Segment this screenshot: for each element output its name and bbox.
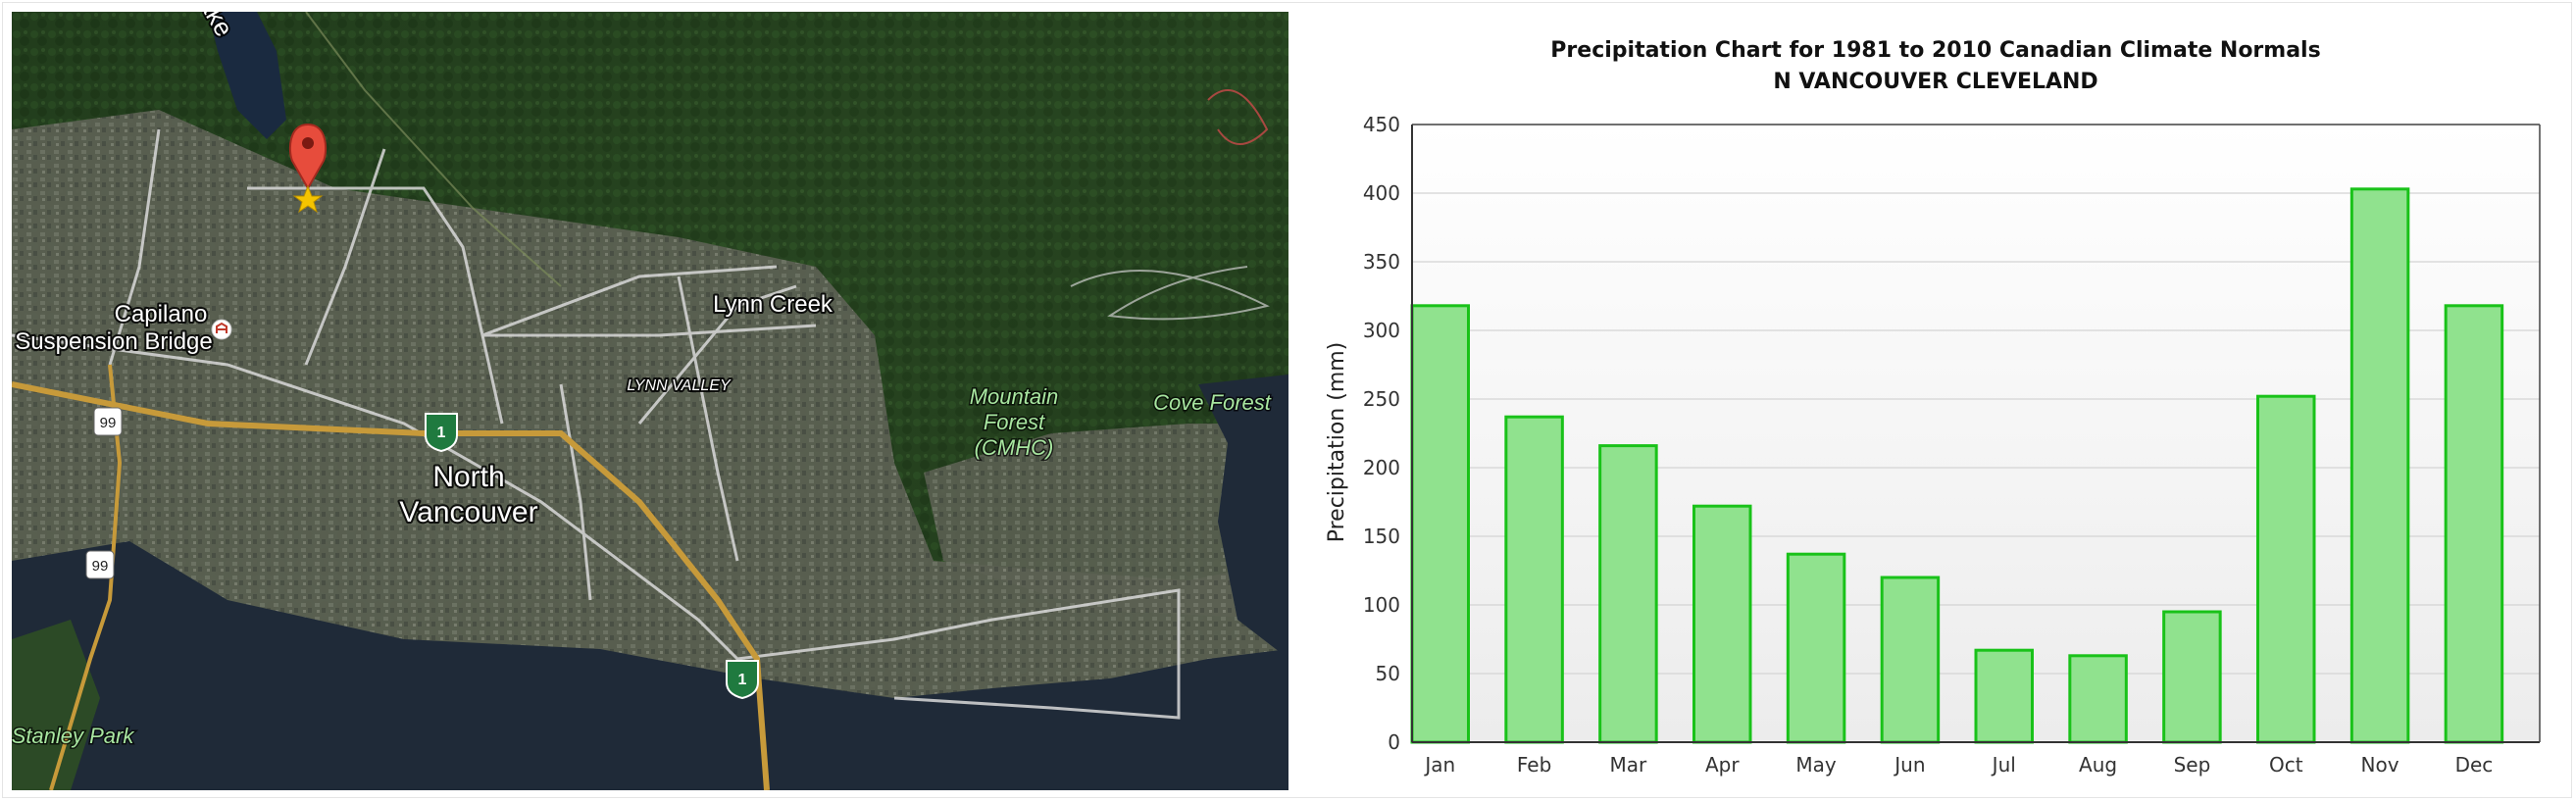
suspension-bridge-label: Suspension Bridge [15, 328, 212, 355]
y-tick-label: 50 [1376, 662, 1400, 685]
bar-sep [2162, 610, 2222, 744]
svg-text:Forest: Forest [984, 410, 1045, 434]
capilano-label: Capilano [115, 301, 208, 327]
bar-jan [1410, 304, 1470, 744]
y-tick-label: 200 [1363, 456, 1400, 479]
bar-aug [2068, 654, 2128, 744]
urban-area [12, 110, 1288, 790]
y-axis-label: Precipitation (mm) [1325, 342, 1349, 543]
y-tick-label: 350 [1363, 250, 1400, 274]
svg-text:Vancouver: Vancouver [399, 496, 537, 528]
indian-arm [1198, 375, 1288, 659]
svg-text:1: 1 [738, 672, 747, 688]
svg-text:1: 1 [437, 425, 446, 441]
y-tick-label: 250 [1363, 387, 1400, 411]
highway-shield-icon: 99 [93, 407, 123, 436]
bar-series [1410, 187, 2504, 744]
north-vancouver-label: North [432, 461, 504, 493]
bar-may [1786, 552, 1846, 744]
highway-shield-icon: 99 [85, 550, 115, 579]
bar-feb [1504, 415, 1564, 744]
axes [1411, 124, 2541, 743]
trans-canada-shield-icon: 1 [726, 660, 759, 700]
y-tick-label: 150 [1363, 525, 1400, 548]
burrard-inlet [12, 541, 1288, 790]
x-tick-label: Feb [1517, 753, 1551, 777]
lynn-valley-label: LYNN VALLEY [627, 377, 732, 394]
bar-dec [2444, 304, 2504, 744]
svg-text:99: 99 [100, 415, 117, 431]
bar-apr [1692, 504, 1752, 744]
y-axis-ticks: 0 50 100 150 200 250 300 350 400 450 [1363, 113, 1400, 754]
road-network [12, 128, 1181, 720]
lynn-creek-label: Lynn Creek [713, 291, 833, 318]
bar-oct [2256, 394, 2316, 744]
x-tick-label: Aug [2079, 753, 2117, 777]
x-tick-label: Jul [1991, 753, 2016, 777]
y-tick-label: 100 [1363, 593, 1400, 617]
highway-1 [12, 381, 770, 790]
x-tick-label: Jan [1423, 753, 1455, 777]
x-tick-label: Sep [2174, 753, 2211, 777]
satellite-map[interactable]: 1 1 99 99 ake Capilano Suspension Bridge… [12, 12, 1288, 790]
svg-text:99: 99 [92, 558, 109, 575]
y-tick-label: 400 [1363, 181, 1400, 205]
bar-jul [1974, 648, 2034, 744]
capilano-lake [208, 12, 286, 139]
stanley-park-label: Stanley Park [12, 724, 134, 748]
x-tick-label: Oct [2269, 753, 2303, 777]
x-tick-label: Apr [1705, 753, 1740, 777]
trans-canada-shield-icon: 1 [425, 413, 458, 453]
precipitation-chart: Precipitation Chart for 1981 to 2010 Can… [1304, 12, 2569, 790]
bar-nov [2349, 187, 2410, 744]
x-tick-label: Jun [1893, 753, 1925, 777]
svg-text:(CMHC): (CMHC) [975, 435, 1054, 460]
chart-svg: Precipitation Chart for 1981 to 2010 Can… [1325, 38, 2541, 777]
chart-title: Precipitation Chart for 1981 to 2010 Can… [1550, 38, 2320, 63]
map-canvas[interactable]: 1 1 99 99 ake Capilano Suspension Bridge… [12, 12, 1288, 790]
cove-forest-label: Cove Forest [1153, 390, 1272, 415]
x-tick-label: Nov [2361, 753, 2399, 777]
mountain-forest-label: Mountain [970, 384, 1059, 409]
attraction-icon[interactable] [211, 319, 232, 340]
bar-jun [1880, 576, 1941, 744]
y-tick-label: 300 [1363, 319, 1400, 342]
chart-subtitle: N VANCOUVER CLEVELAND [1773, 70, 2097, 94]
location-pin-icon[interactable] [289, 123, 327, 214]
y-tick-label: 450 [1363, 113, 1400, 136]
x-tick-label: Dec [2455, 753, 2494, 777]
x-tick-label: Mar [1610, 753, 1648, 777]
bar-mar [1598, 444, 1658, 744]
x-axis-ticks: Jan Feb Mar Apr May Jun Jul Aug Sep Oct Nov Dec [1423, 753, 2493, 777]
x-tick-label: May [1795, 753, 1837, 777]
y-tick-label: 0 [1388, 730, 1400, 754]
